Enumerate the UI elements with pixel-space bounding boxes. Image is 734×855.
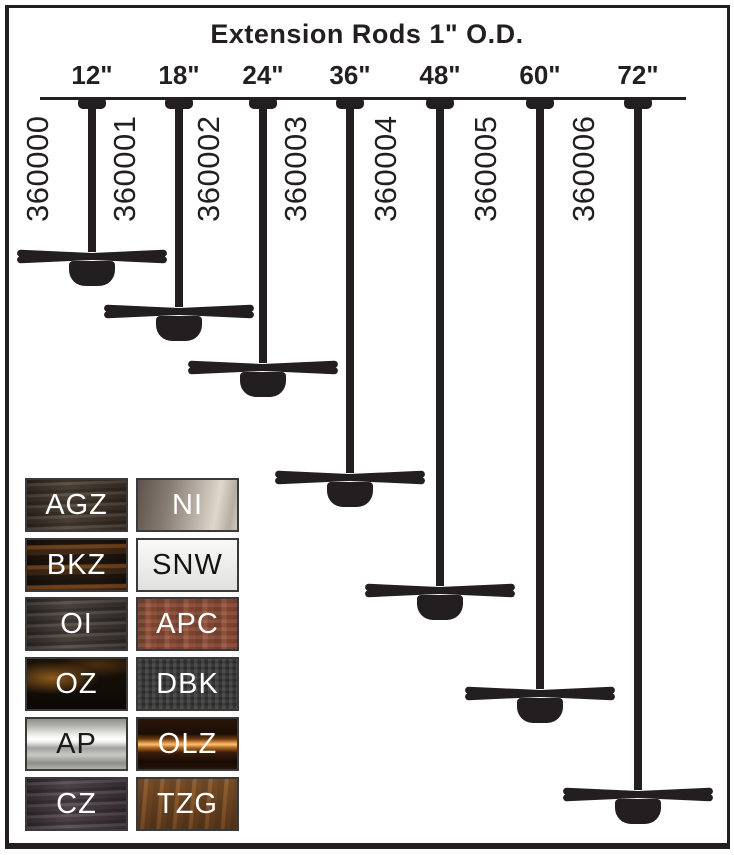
fan-light-bowl — [417, 595, 463, 620]
length-label: 36" — [329, 60, 371, 90]
fan-light-bowl — [69, 261, 115, 286]
finish-code: BKZ — [46, 548, 107, 581]
finish-code: AGZ — [45, 488, 108, 521]
finish-swatch-cz: CZ — [25, 777, 128, 831]
finish-code: OI — [60, 607, 93, 640]
finish-swatch-oi: OI — [25, 597, 128, 651]
finish-code: APC — [156, 607, 219, 640]
finish-code: SNW — [152, 548, 223, 581]
finish-code: TZG — [157, 787, 218, 820]
finish-swatch-ni: NI — [136, 478, 239, 532]
finish-code: AP — [56, 727, 97, 760]
part-number-label: 360004 — [368, 115, 403, 222]
fan-light-bowl — [615, 799, 661, 824]
finish-swatch-bkz: BKZ — [25, 538, 128, 592]
length-label: 60" — [519, 60, 561, 90]
extension-rod — [346, 99, 354, 473]
length-label: 48" — [419, 60, 461, 90]
part-number-label: 360006 — [566, 115, 601, 222]
length-label: 24" — [242, 60, 284, 90]
finish-code: CZ — [56, 787, 97, 820]
part-number-label: 360000 — [20, 115, 55, 222]
finish-code: NI — [172, 488, 203, 521]
finish-swatch-tzg: TZG — [136, 777, 239, 831]
finish-swatch-snw: SNW — [136, 538, 239, 592]
length-label: 18" — [158, 60, 200, 90]
page-title: Extension Rods 1" O.D. — [210, 19, 524, 49]
finish-swatch-olz: OLZ — [136, 717, 239, 771]
finish-code: OLZ — [157, 727, 218, 760]
fan-light-bowl — [327, 482, 373, 507]
part-number-label: 360002 — [191, 115, 226, 222]
extension-rod — [536, 99, 544, 689]
extension-rod — [88, 99, 96, 252]
finish-swatch-agz: AGZ — [25, 478, 128, 532]
extension-rod — [259, 99, 267, 363]
length-label: 12" — [71, 60, 113, 90]
finish-code: DBK — [156, 667, 219, 700]
extension-rod — [175, 99, 183, 307]
part-number-label: 360001 — [107, 115, 142, 222]
part-number-label: 360005 — [468, 115, 503, 222]
finish-swatch-ap: AP — [25, 717, 128, 771]
finish-swatch-dbk: DBK — [136, 657, 239, 711]
extension-rod — [634, 99, 642, 790]
extension-rod — [436, 99, 444, 586]
finish-code: OZ — [55, 667, 98, 700]
finish-swatch-apc: APC — [136, 597, 239, 651]
fan-light-bowl — [156, 316, 202, 341]
fan-light-bowl — [517, 698, 563, 723]
fan-light-bowl — [240, 372, 286, 397]
part-number-label: 360003 — [278, 115, 313, 222]
length-label: 72" — [617, 60, 659, 90]
finish-swatch-oz: OZ — [25, 657, 128, 711]
